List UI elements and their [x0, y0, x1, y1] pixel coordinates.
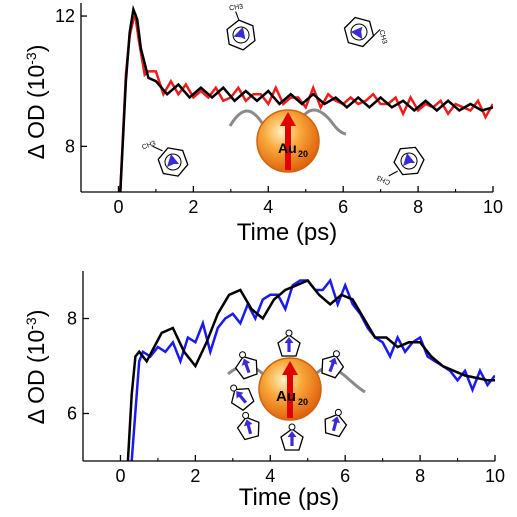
toluene-ligand-icon: CH3 [226, 3, 256, 51]
y-tick-label: 8 [65, 136, 75, 156]
x-tick-label: 0 [115, 466, 125, 486]
methyl-label: CH3 [229, 3, 244, 12]
bottom-inset: Au 20 [227, 329, 366, 451]
y-tick-label: 8 [67, 309, 77, 329]
gold-particle: Au 20 [256, 109, 320, 173]
y-tick-label: 6 [67, 404, 77, 424]
toluene-ligand-icon: CH3 [141, 140, 189, 177]
bottom-panel: Au 20 0 2 4 6 8 10 6 8 Time (ps) Δ OD (10-3) [23, 271, 505, 511]
x-tick-label: 2 [190, 466, 200, 486]
furan-ligand-icon [280, 423, 304, 451]
x-tick-label: 10 [483, 197, 503, 217]
x-tick-label: 10 [485, 466, 505, 486]
bottom-fit-line [126, 278, 495, 461]
furan-ligand-icon [234, 351, 258, 380]
top-panel: Au 20 CH3 CH3 [23, 3, 503, 246]
top-y-axis-title: Δ OD (10-3) [23, 45, 49, 160]
furan-ligand-icon [230, 384, 255, 411]
x-tick-label: 8 [415, 466, 425, 486]
furan-ligand-icon [277, 329, 301, 357]
furan-ligand-icon [324, 408, 348, 438]
x-tick-label: 6 [340, 466, 350, 486]
x-tick-label: 4 [265, 466, 275, 486]
bottom-x-axis-title: Time (ps) [239, 484, 339, 511]
gold-particle: Au 20 [258, 357, 322, 421]
x-tick-label: 8 [413, 197, 423, 217]
particle-subscript: 20 [298, 149, 308, 159]
toluene-ligand-icon: CH3 [376, 146, 425, 186]
bottom-y-axis-title: Δ OD (10-3) [23, 310, 49, 425]
methyl-label: CH3 [377, 29, 387, 44]
particle-label: Au [278, 140, 297, 156]
top-fit-line [119, 4, 493, 192]
furan-ligand-icon [236, 411, 260, 441]
x-tick-label: 6 [338, 197, 348, 217]
x-tick-label: 0 [113, 197, 123, 217]
x-tick-label: 2 [188, 197, 198, 217]
x-tick-label: 4 [263, 197, 273, 217]
methyl-label: CH3 [141, 140, 157, 151]
furan-ligand-icon [321, 350, 345, 379]
toluene-ligand-icon: CH3 [343, 16, 388, 48]
particle-label: Au [276, 388, 296, 405]
particle-subscript: 20 [298, 397, 308, 407]
top-x-axis-title: Time (ps) [237, 219, 337, 246]
top-inset: Au 20 CH3 CH3 [141, 3, 425, 186]
y-tick-label: 12 [55, 6, 75, 26]
